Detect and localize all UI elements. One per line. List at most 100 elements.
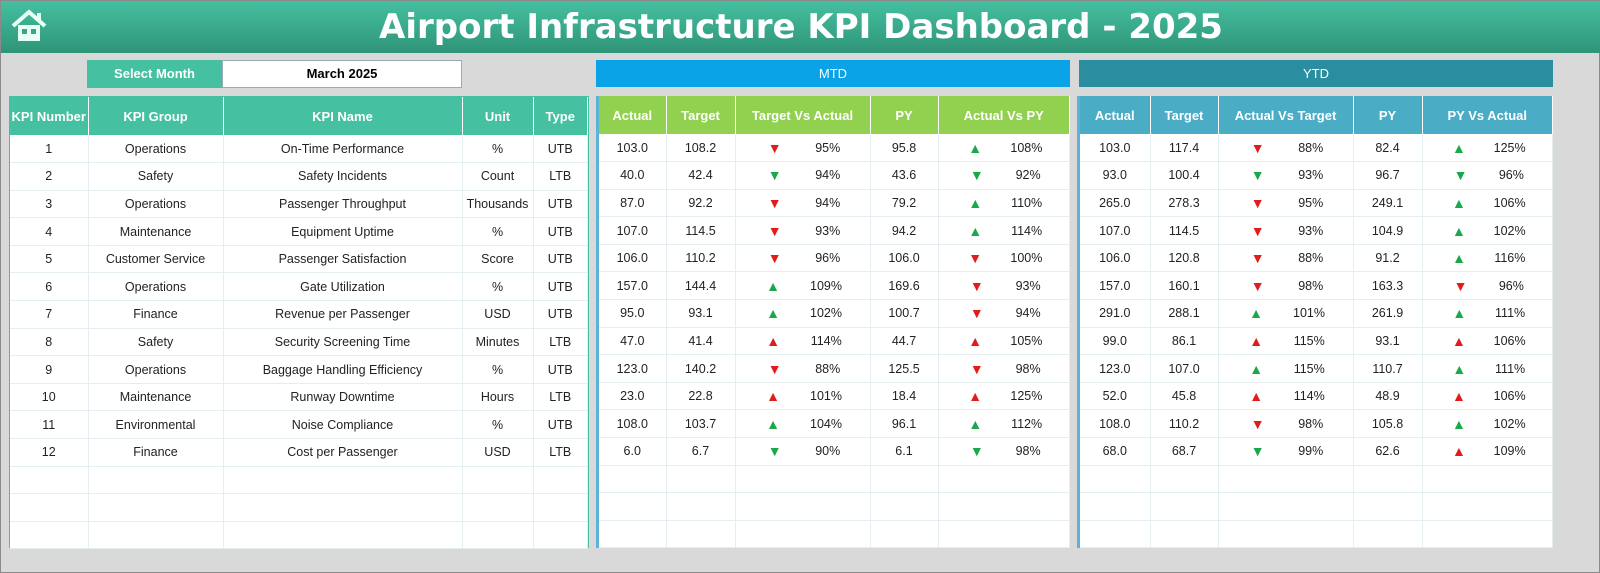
- cell: 12: [10, 438, 89, 467]
- cell: ▼ 96%: [1422, 161, 1553, 190]
- cell: 92.2: [666, 189, 736, 218]
- month-select[interactable]: March 2025: [222, 60, 462, 88]
- cell: 104.9: [1353, 216, 1423, 245]
- table-row: 157.0 144.4 ▲ 109% 169.6 ▼ 93%: [599, 271, 1070, 301]
- comparison: ▲ 114%: [939, 223, 1070, 239]
- cell: ▼ 93%: [735, 216, 871, 245]
- cell: [1218, 520, 1354, 549]
- cell: UTB: [533, 217, 588, 246]
- cell: ▲ 102%: [1422, 409, 1553, 439]
- arrow-down-icon: ▼: [1250, 277, 1265, 294]
- cell: 107.0: [599, 216, 667, 245]
- arrow-down-icon: ▼: [1250, 222, 1265, 239]
- cell: ▲ 112%: [938, 409, 1070, 439]
- arrow-up-icon: ▲: [1451, 388, 1466, 405]
- cell: [1080, 520, 1151, 549]
- arrow-up-icon: ▲: [1451, 222, 1466, 239]
- cell: %: [462, 272, 534, 302]
- table-row: 103.0 108.2 ▼ 95% 95.8 ▲ 108%: [599, 134, 1070, 163]
- cell: [462, 493, 534, 522]
- percent: 102%: [1493, 223, 1526, 238]
- cell: ▼ 98%: [1218, 409, 1354, 439]
- cell: 107.0: [1080, 216, 1151, 245]
- cell: ▲ 110%: [938, 189, 1070, 218]
- cell: ▼ 98%: [938, 437, 1070, 466]
- percent: 94%: [1015, 306, 1041, 321]
- column-header: Actual Vs Target: [1218, 96, 1354, 134]
- cell: [10, 493, 89, 522]
- cell: ▲ 114%: [1218, 382, 1354, 411]
- arrow-up-icon: ▲: [968, 139, 983, 156]
- percent: 98%: [1015, 361, 1041, 376]
- cell: ▼ 99%: [1218, 437, 1354, 466]
- cell: 291.0: [1080, 299, 1151, 328]
- cell: 103.0: [1080, 134, 1151, 163]
- comparison: ▼ 94%: [939, 305, 1070, 321]
- cell: [533, 466, 588, 495]
- header-row: Actual Target Target Vs Actual PY Actual Vs …: [599, 96, 1070, 134]
- arrow-down-icon: ▼: [1250, 194, 1265, 211]
- cell: 265.0: [1080, 189, 1151, 218]
- arrow-down-icon: ▼: [1453, 167, 1468, 184]
- cell: 163.3: [1353, 271, 1423, 301]
- arrow-down-icon: ▼: [969, 277, 984, 294]
- arrow-up-icon: ▲: [968, 194, 983, 211]
- arrow-down-icon: ▼: [968, 250, 983, 267]
- cell: Passenger Throughput: [223, 190, 463, 219]
- cell: ▲ 114%: [938, 216, 1070, 245]
- cell: Finance: [88, 438, 224, 467]
- cell: 103.0: [599, 134, 667, 163]
- table-row: 123.0 140.2 ▼ 88% 125.5 ▼ 98%: [599, 354, 1070, 383]
- cell: 114.5: [666, 216, 736, 245]
- comparison: ▼ 90%: [736, 443, 870, 459]
- cell: 79.2: [870, 189, 939, 218]
- cell: [462, 521, 534, 550]
- arrow-up-icon: ▲: [766, 332, 781, 349]
- cell: [599, 465, 667, 494]
- home-icon[interactable]: [9, 7, 49, 45]
- cell: [1080, 492, 1151, 521]
- cell: [1218, 492, 1354, 521]
- table-row: 99.0 86.1 ▲ 115% 93.1 ▲ 106%: [1080, 327, 1553, 356]
- table-row: 4 Maintenance Equipment Uptime% UTB: [10, 217, 588, 246]
- comparison: ▼ 98%: [939, 361, 1070, 377]
- cell: ▲ 114%: [735, 327, 871, 356]
- table-row: 103.0 117.4 ▼ 88% 82.4 ▲ 125%: [1080, 134, 1553, 163]
- percent: 88%: [1298, 140, 1324, 155]
- cell: ▼ 98%: [1218, 271, 1354, 301]
- percent: 92%: [1015, 168, 1041, 183]
- cell: 249.1: [1353, 189, 1423, 218]
- arrow-up-icon: ▲: [1249, 305, 1263, 322]
- cell: 108.0: [1080, 409, 1151, 439]
- cell: 93.1: [1353, 327, 1423, 356]
- cell: [666, 492, 736, 521]
- cell: 117.4: [1150, 134, 1219, 163]
- cell: USD: [462, 300, 534, 329]
- comparison: ▲ 106%: [1423, 195, 1553, 211]
- cell: 3: [10, 190, 89, 219]
- cell: [1080, 465, 1151, 494]
- cell: Cost per Passenger: [223, 438, 463, 467]
- cell: 6.7: [666, 437, 736, 466]
- arrow-down-icon: ▼: [1250, 250, 1265, 267]
- percent: 88%: [1298, 251, 1324, 266]
- ytd-table: Actual Target Actual Vs Target PY PY Vs Actu…: [1077, 96, 1553, 549]
- cell: Finance: [88, 300, 224, 329]
- percent: 94%: [815, 168, 841, 183]
- comparison: ▲ 108%: [939, 140, 1070, 156]
- cell: ▼ 100%: [938, 244, 1070, 273]
- arrow-down-icon: ▼: [767, 139, 782, 156]
- cell: UTB: [533, 300, 588, 329]
- arrow-up-icon: ▲: [766, 388, 780, 405]
- empty-row: [599, 520, 1070, 549]
- cell: 93.0: [1080, 161, 1151, 190]
- cell: 123.0: [1080, 354, 1151, 383]
- cell: Revenue per Passenger: [223, 300, 463, 329]
- cell: On-Time Performance: [223, 135, 463, 164]
- cell: 93.1: [666, 299, 736, 328]
- cell: 2: [10, 162, 89, 191]
- cell: Thousands: [462, 190, 534, 219]
- table-row: 52.0 45.8 ▲ 114% 48.9 ▲ 106%: [1080, 382, 1553, 411]
- empty-row: [1080, 465, 1553, 494]
- cell: [1422, 465, 1553, 494]
